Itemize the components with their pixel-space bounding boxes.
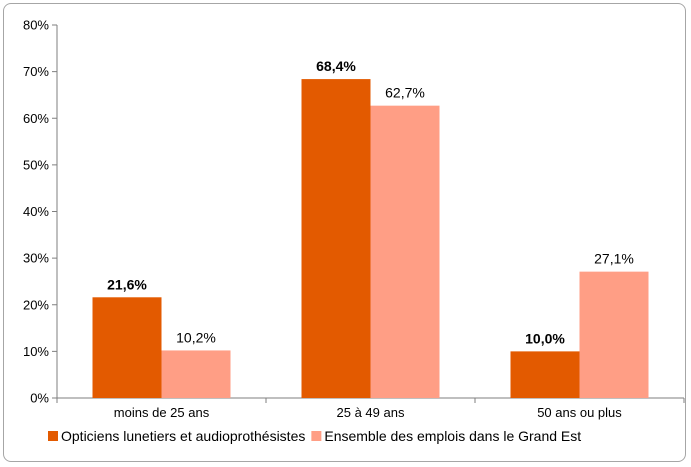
y-tick-label: 40% xyxy=(23,204,49,219)
x-tick-label: 50 ans ou plus xyxy=(537,405,622,420)
data-label: 62,7% xyxy=(385,85,425,101)
y-tick-label: 10% xyxy=(23,344,49,359)
data-labels: 21,6% 10,2% 68,4% 62,7% 10,0% 27,1% xyxy=(107,58,634,346)
bar xyxy=(510,351,580,398)
legend-swatch xyxy=(311,431,322,441)
data-label: 10,0% xyxy=(525,330,565,346)
data-label: 27,1% xyxy=(594,251,634,267)
legend-swatch xyxy=(48,431,58,441)
legend-label: Opticiens lunetiers et audioprothésistes xyxy=(61,428,305,444)
y-tick-label: 30% xyxy=(23,251,49,266)
bar xyxy=(301,79,371,399)
legend-label: Ensemble des emplois dans le Grand Est xyxy=(324,428,581,444)
y-tick-label: 60% xyxy=(23,111,49,126)
y-tick-label: 70% xyxy=(23,64,49,79)
data-label: 10,2% xyxy=(176,329,216,345)
y-tick-label: 50% xyxy=(23,157,49,172)
y-tick-label: 0% xyxy=(30,391,49,406)
data-label: 68,4% xyxy=(316,58,356,74)
bars xyxy=(92,79,649,399)
bar xyxy=(370,105,440,398)
bar xyxy=(161,350,231,398)
legend: Opticiens lunetiers et audioprothésistes… xyxy=(48,428,581,444)
bar xyxy=(579,271,649,398)
bar xyxy=(92,297,162,398)
x-axis: moins de 25 ans 25 à 49 ans 50 ans ou plus xyxy=(56,397,685,420)
x-tick-label: moins de 25 ans xyxy=(114,405,210,420)
y-tick-label: 20% xyxy=(23,297,49,312)
y-axis: 0% 10% 20% 30% 40% 50% 60% 70% 80% xyxy=(23,18,58,406)
x-tick-label: 25 à 49 ans xyxy=(337,405,405,420)
data-label: 21,6% xyxy=(107,276,147,292)
y-tick-label: 80% xyxy=(23,18,49,33)
